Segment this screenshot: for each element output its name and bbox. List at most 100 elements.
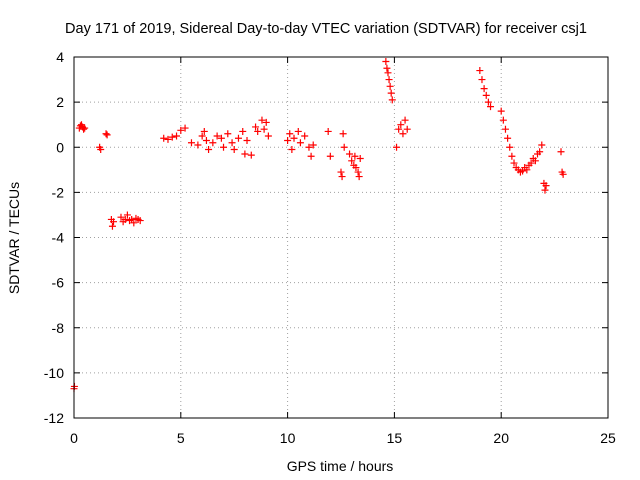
data-point: [286, 130, 294, 138]
data-point: [309, 141, 317, 149]
data-point: [234, 134, 242, 142]
data-point: [252, 123, 260, 131]
plot-frame: [73, 56, 609, 419]
data-point: [536, 148, 544, 156]
data-point: [348, 157, 356, 165]
y-tick-label: -4: [52, 230, 65, 246]
data-point: [397, 121, 405, 129]
data-point: [399, 130, 407, 138]
data-point: [264, 132, 272, 140]
data-point: [290, 134, 298, 142]
data-point: [220, 143, 228, 151]
grid: [74, 57, 608, 418]
y-tick-label: -8: [52, 320, 65, 336]
y-tick-label: 2: [56, 94, 64, 110]
data-point: [395, 125, 403, 133]
y-axis-label: SDTVAR / TECUs: [6, 182, 22, 294]
data-point: [401, 116, 409, 124]
data-point: [385, 76, 393, 84]
data-point: [403, 125, 411, 133]
chart-title: Day 171 of 2019, Sidereal Day-to-day VTE…: [65, 21, 587, 37]
data-point: [382, 58, 390, 66]
data-point: [346, 150, 354, 158]
data-point: [228, 139, 236, 147]
data-point: [296, 139, 304, 147]
data-point: [484, 98, 492, 106]
data-point: [202, 136, 210, 144]
data-point: [117, 213, 125, 221]
data-point: [173, 132, 181, 140]
data-point: [542, 182, 550, 190]
data-point: [393, 143, 401, 151]
data-point: [339, 130, 347, 138]
data-point: [260, 125, 268, 133]
data-point: [168, 133, 176, 141]
data-point: [338, 173, 346, 181]
y-tick-label: -6: [52, 275, 65, 291]
data-point: [557, 148, 565, 156]
data-point: [217, 134, 225, 142]
data-point: [243, 136, 251, 144]
data-point: [510, 159, 518, 167]
data-point: [499, 116, 507, 124]
data-point: [258, 116, 266, 124]
data-point: [80, 125, 88, 133]
data-point: [254, 127, 262, 135]
data-point: [81, 124, 89, 132]
data-point: [301, 132, 309, 140]
data-points: [70, 58, 567, 393]
x-tick-label: 5: [177, 430, 185, 446]
data-point: [194, 141, 202, 149]
data-point: [108, 222, 116, 230]
data-point: [508, 152, 516, 160]
data-point: [198, 132, 206, 140]
data-point: [224, 130, 232, 138]
data-point: [121, 215, 129, 223]
data-point: [230, 146, 238, 154]
data-point: [523, 166, 531, 174]
data-point: [531, 157, 539, 165]
data-point: [187, 139, 195, 147]
y-tick-label: -2: [52, 184, 65, 200]
x-tick-label: 20: [493, 430, 509, 446]
x-tick-label: 15: [387, 430, 403, 446]
data-point: [384, 69, 392, 77]
data-point: [476, 67, 484, 75]
data-point: [501, 125, 509, 133]
data-point: [205, 146, 213, 154]
x-axis-label: GPS time / hours: [287, 458, 394, 474]
data-point: [239, 127, 247, 135]
data-point: [97, 146, 105, 154]
data-point: [123, 211, 131, 219]
data-point: [181, 124, 189, 132]
data-point: [213, 132, 221, 140]
data-point: [130, 219, 138, 227]
data-point: [324, 127, 332, 135]
data-point: [356, 155, 364, 163]
data-point: [209, 139, 217, 147]
x-tick-label: 25: [600, 430, 616, 446]
data-point: [478, 76, 486, 84]
data-point: [527, 159, 535, 167]
x-tick-label: 10: [280, 430, 296, 446]
data-point: [388, 96, 396, 104]
data-point: [506, 143, 514, 151]
y-tick-label: -10: [44, 365, 64, 381]
data-point: [294, 127, 302, 135]
data-point: [383, 64, 391, 72]
data-point: [110, 218, 118, 226]
data-point: [288, 146, 296, 154]
data-point: [136, 217, 144, 225]
data-point: [352, 164, 360, 172]
data-point: [102, 130, 110, 138]
data-point: [541, 186, 549, 194]
data-point: [480, 85, 488, 93]
y-tick-label: 4: [56, 49, 64, 65]
data-point: [284, 136, 292, 144]
data-point: [504, 134, 512, 142]
data-point: [262, 118, 270, 126]
data-point: [386, 82, 394, 90]
y-tick-label: 0: [56, 139, 64, 155]
y-tick-label: -12: [44, 410, 64, 426]
